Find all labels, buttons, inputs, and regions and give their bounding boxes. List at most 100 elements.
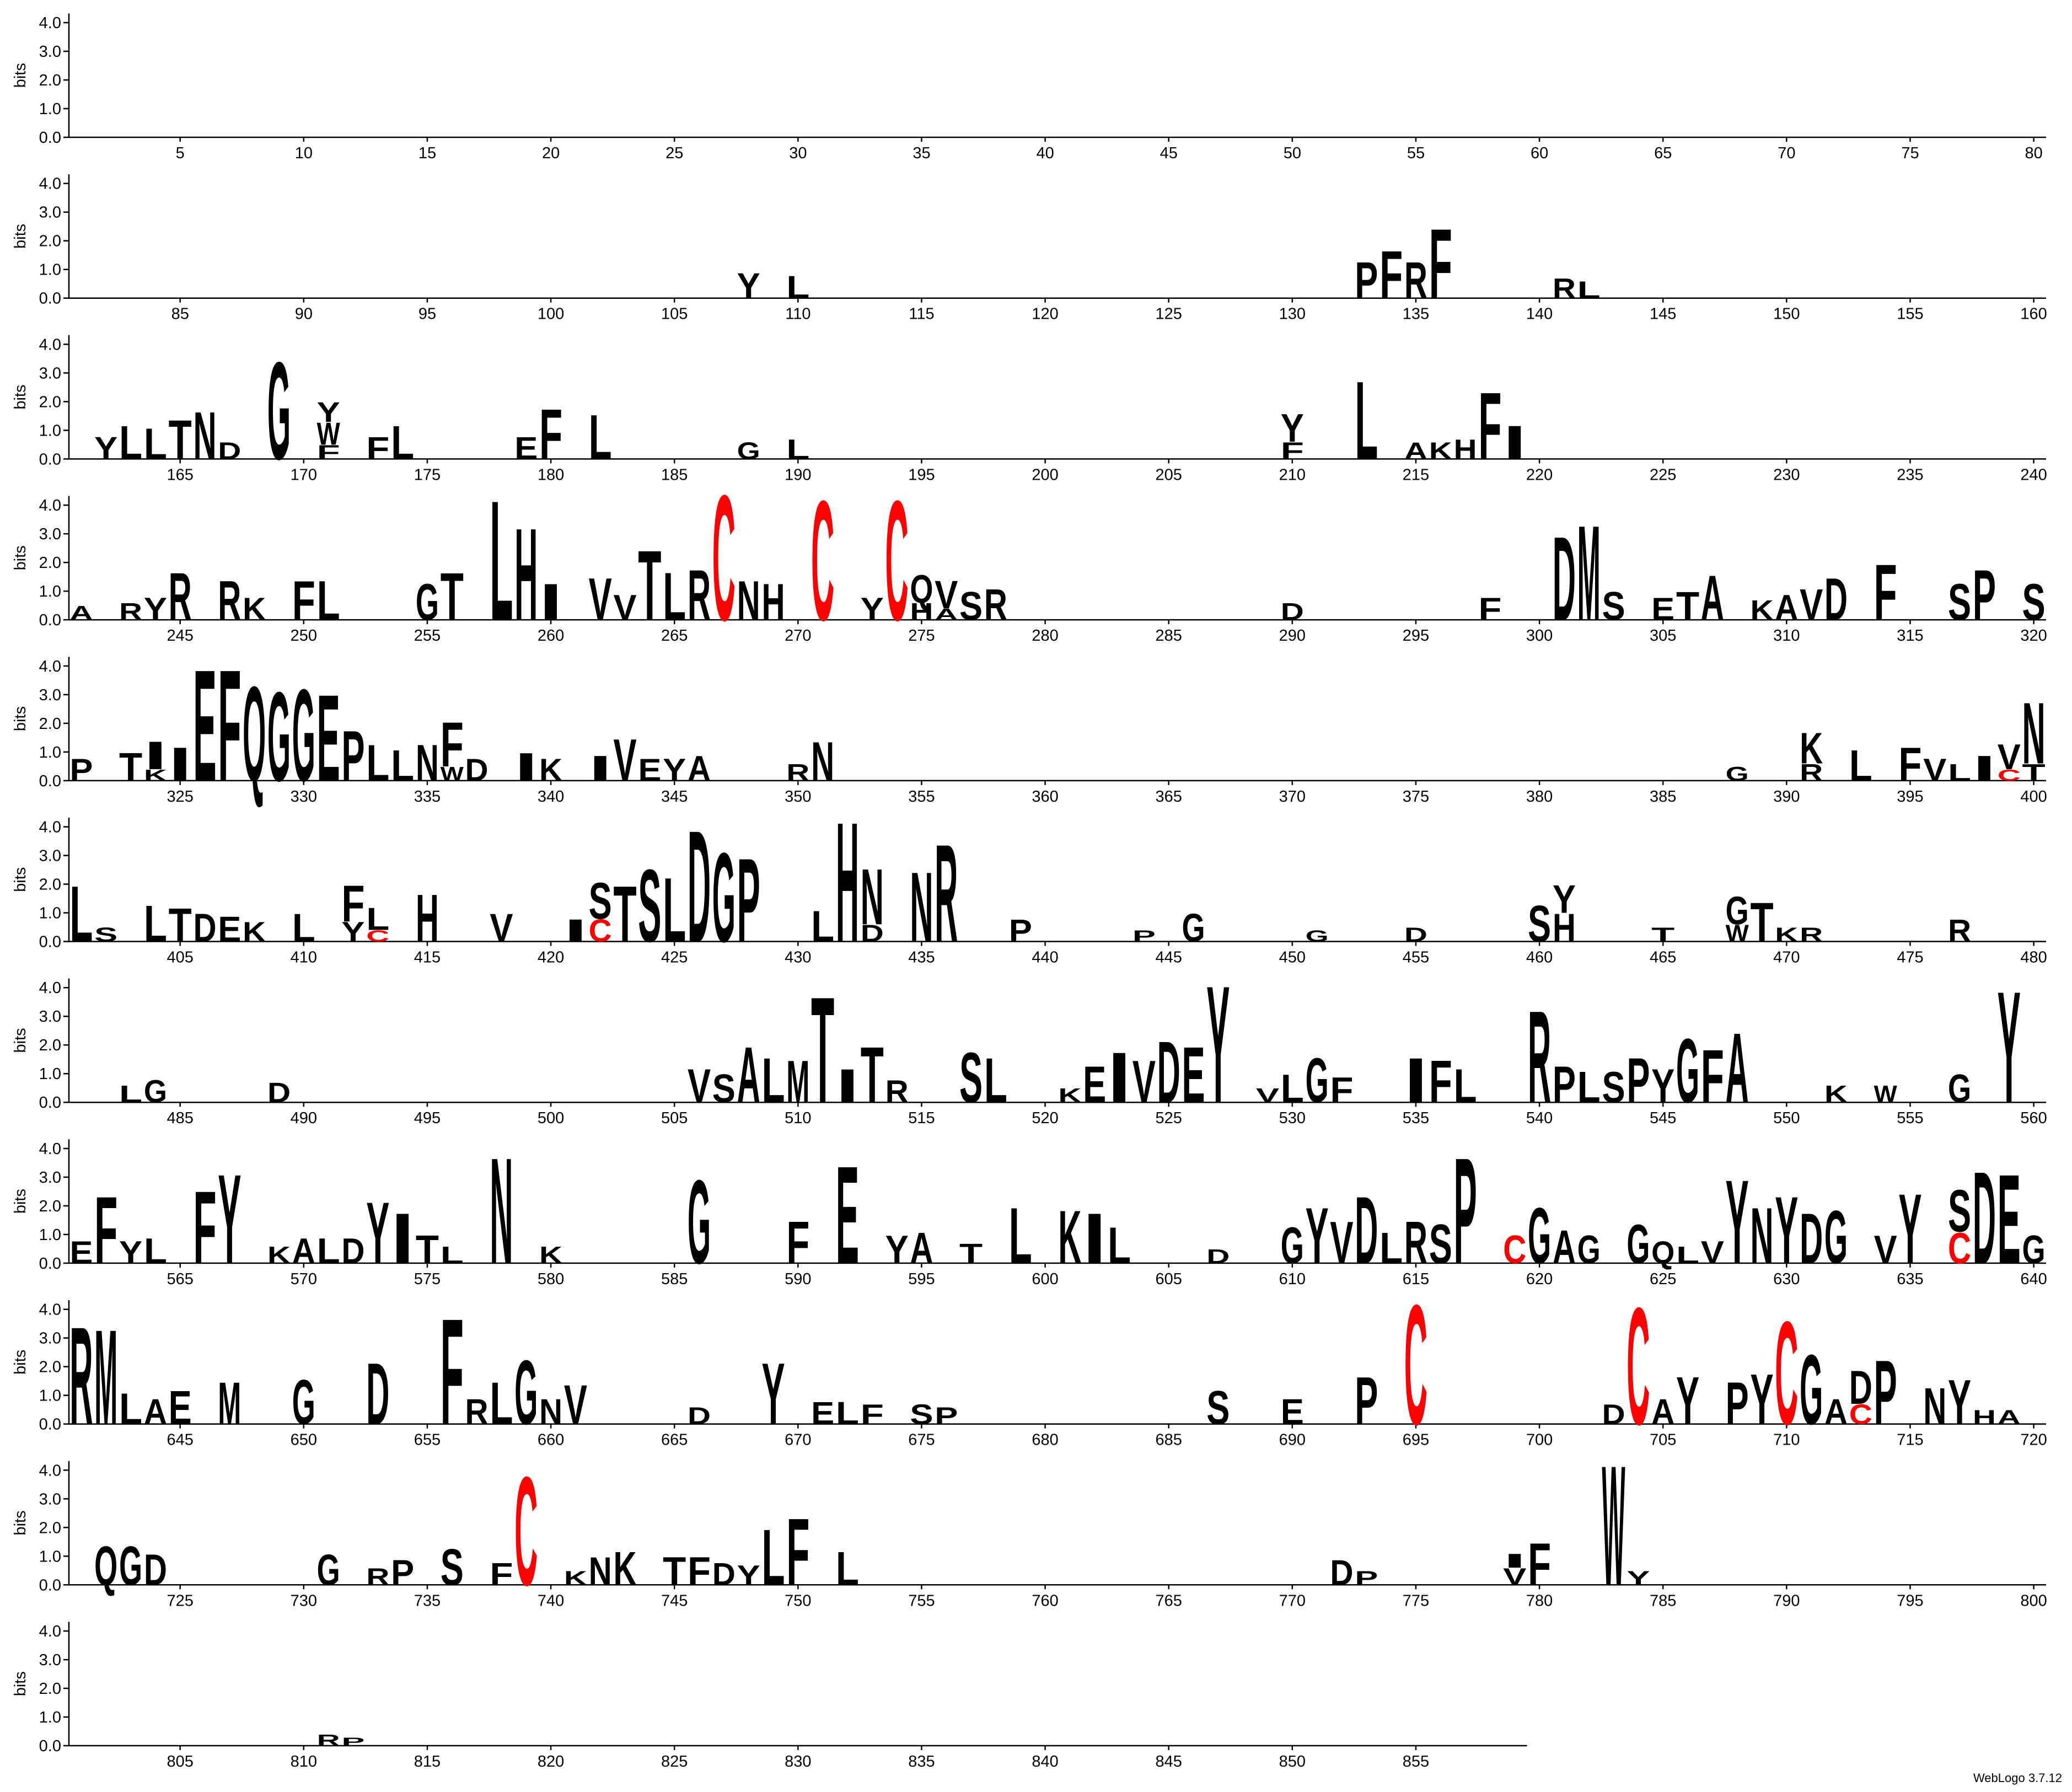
logo-letter: C — [885, 465, 909, 656]
y-tick-label: 3.0 — [39, 1008, 61, 1026]
x-tick-label: 420 — [538, 949, 564, 967]
logo-letter: E — [1182, 1031, 1205, 1119]
logo-letter: Y — [885, 1227, 909, 1271]
logo-letter: V — [1998, 737, 2021, 776]
logo-letter: K — [564, 1567, 587, 1589]
logo-letter: R — [984, 581, 1007, 630]
logo-letter: S — [1206, 1381, 1230, 1434]
logo-letter: T — [959, 1238, 983, 1269]
x-tick-label: 460 — [1526, 949, 1553, 967]
logo-letter: P — [1874, 1342, 1897, 1444]
logo-letter: Y — [1651, 1059, 1674, 1112]
x-tick-label: 795 — [1897, 1592, 1923, 1609]
x-tick-label: 5 — [176, 144, 185, 162]
logo-letter: G — [514, 1342, 538, 1444]
logo-letter: V — [1330, 1210, 1353, 1276]
x-tick-label: 455 — [1403, 949, 1429, 967]
y-tick-label: 4.0 — [39, 819, 61, 836]
logo-letter: Y — [1206, 951, 1230, 1138]
logo-letter: P — [1627, 1044, 1650, 1115]
logo-letter: P — [1355, 251, 1378, 310]
x-tick-label: 265 — [661, 627, 688, 645]
x-tick-label: 685 — [1156, 1431, 1182, 1449]
x-tick-label: 195 — [908, 466, 935, 484]
logo-letter: D — [861, 920, 884, 947]
x-tick-label: 825 — [661, 1753, 688, 1770]
y-axis-label: bits — [12, 1028, 29, 1053]
x-tick-label: 670 — [785, 1431, 811, 1449]
logo-letter: D — [193, 906, 216, 950]
logo-letter: L — [1948, 759, 1971, 786]
logo-letter: R — [317, 1731, 340, 1750]
logo-letter: R — [1553, 273, 1576, 304]
logo-letter: D — [218, 438, 241, 464]
logo-row: 0.0 1.0 2.0 3.0 4.0 bits 405 410 415 420 425 430 435… — [12, 786, 2047, 978]
x-tick-label: 45 — [1160, 144, 1178, 162]
logo-letter: F — [861, 1399, 884, 1430]
logo-letter: E — [1083, 1055, 1106, 1114]
logo-letter: R — [1528, 984, 1551, 1130]
y-axis-label: bits — [12, 1189, 29, 1214]
logo-letter: P — [1132, 927, 1156, 945]
x-tick-label: 525 — [1156, 1109, 1182, 1127]
logo-letter: V — [1503, 1564, 1526, 1590]
y-tick-label: 3.0 — [39, 204, 61, 222]
logo-letter: C — [589, 913, 612, 948]
logo-letter: D — [1824, 566, 1848, 633]
x-tick-label: 850 — [1279, 1753, 1306, 1770]
logo-letter: E — [69, 1235, 93, 1270]
logo-letter: F — [366, 431, 389, 466]
x-tick-label: 380 — [1526, 788, 1553, 806]
logo-letter: S — [441, 1538, 464, 1596]
y-tick-label: 4.0 — [39, 336, 61, 353]
logo-letter: L — [366, 734, 389, 792]
logo-letter: K — [1750, 594, 1773, 626]
logo-letter: L — [1577, 1063, 1601, 1112]
logo-letter: Y — [1775, 1177, 1798, 1284]
logo-letter: L — [441, 1242, 464, 1268]
logo-letter: A — [1404, 438, 1427, 464]
y-tick-label: 1.0 — [39, 1226, 61, 1244]
x-tick-label: 815 — [414, 1753, 441, 1770]
logo-letter: G — [1306, 1044, 1329, 1115]
logo-letter: A — [737, 1031, 760, 1119]
y-axis-label: bits — [12, 224, 29, 249]
logo-letter: R — [1800, 759, 1823, 786]
logo-letter: L — [391, 416, 414, 469]
logo-letter: L — [811, 902, 834, 951]
logo-letter: S — [1429, 1213, 1452, 1275]
logo-letter: W — [1602, 1430, 1625, 1621]
logo-row: 0.0 1.0 2.0 3.0 4.0 bits 725 730 735 740 745 750 755… — [12, 1430, 2047, 1621]
logo-letter: W — [317, 416, 340, 452]
logo-letter: F — [193, 1169, 216, 1285]
logo-letter: A — [292, 1231, 315, 1270]
logo-letter: M — [94, 1301, 117, 1453]
y-tick-label: 4.0 — [39, 1140, 61, 1158]
logo-letter: K — [267, 1242, 291, 1268]
logo-letter: W — [1874, 1081, 1897, 1107]
y-tick-label: 2.0 — [39, 1519, 61, 1537]
logo-row: 0.0 1.0 2.0 3.0 4.0 bits 645 650 655 660 665 670 675… — [12, 1269, 2047, 1460]
logo-letter: T — [861, 1031, 884, 1119]
logo-letter: F — [1874, 549, 1897, 637]
x-tick-label: 555 — [1897, 1109, 1923, 1127]
logo-letter: G — [1726, 763, 1749, 785]
logo-letter: F — [218, 636, 241, 814]
logo-letter: H — [910, 598, 933, 625]
x-tick-label: 25 — [665, 144, 683, 162]
y-tick-label: 2.0 — [39, 1359, 61, 1376]
x-tick-label: 660 — [538, 1431, 564, 1449]
x-tick-label: 50 — [1284, 144, 1301, 162]
logo-letter: E — [638, 752, 661, 787]
logo-letter: V — [1132, 1049, 1156, 1116]
x-tick-label: 330 — [291, 788, 317, 806]
logo-letter: I — [1503, 1549, 1526, 1571]
logo-row: 0.0 1.0 2.0 3.0 4.0 bits 565 570 575 580 585 590 595… — [12, 1126, 2047, 1295]
x-tick-label: 580 — [538, 1270, 564, 1288]
x-tick-label: 260 — [538, 627, 564, 645]
logo-letter: Y — [366, 1184, 389, 1282]
logo-letter: D — [1330, 1553, 1353, 1592]
x-tick-label: 625 — [1650, 1270, 1676, 1288]
x-tick-label: 290 — [1279, 627, 1306, 645]
x-tick-label: 40 — [1036, 144, 1054, 162]
